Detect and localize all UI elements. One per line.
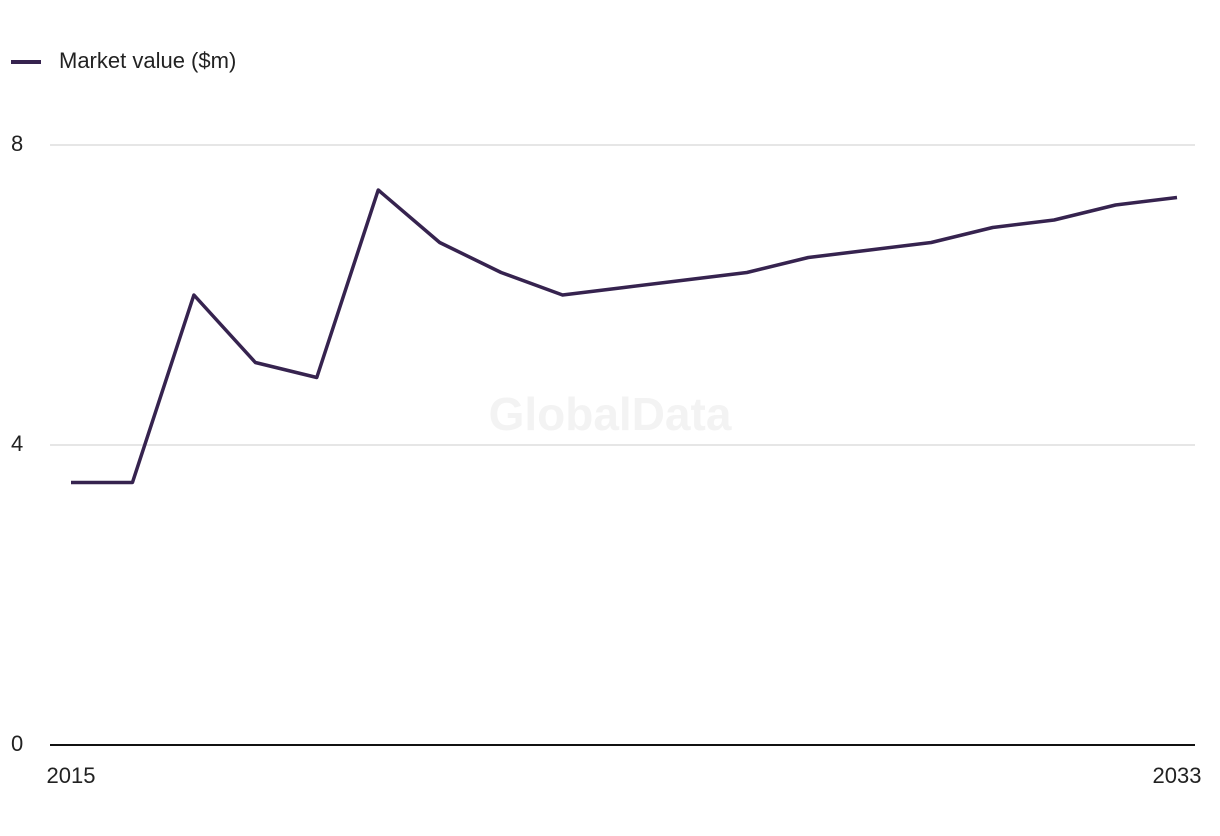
y-tick-label: 8: [11, 131, 23, 156]
y-tick-label: 0: [11, 731, 23, 756]
data-line: [71, 188, 1178, 485]
watermark: GlobalData: [489, 388, 732, 440]
legend-label: Market value ($m): [59, 48, 236, 73]
x-tick-label: 2033: [1153, 763, 1202, 788]
y-tick-label: 4: [11, 431, 23, 456]
x-tick-label: 2015: [47, 763, 96, 788]
